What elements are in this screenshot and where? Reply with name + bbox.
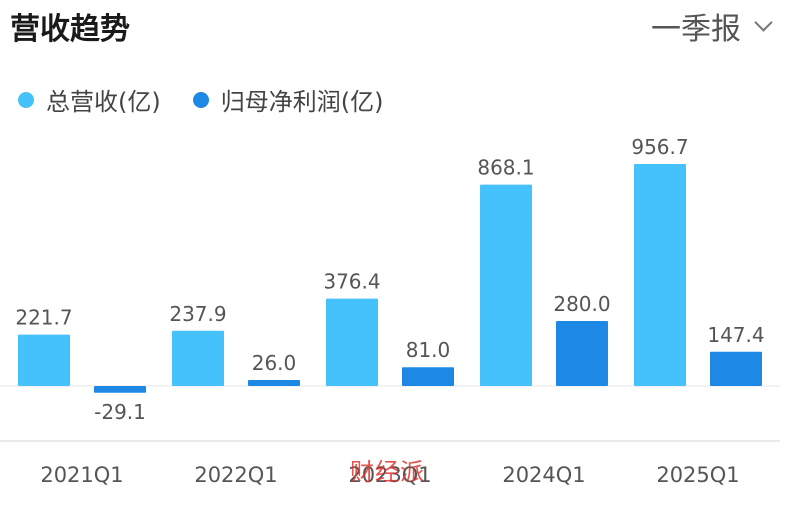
x-tick-label-2024Q1: 2024Q1 [502, 463, 585, 487]
legend-item-profit: 归母净利润(亿) [192, 82, 384, 117]
legend-label-revenue: 总营收(亿) [46, 88, 161, 116]
legend-dot-revenue [18, 91, 34, 108]
x-tick-label-2022Q1: 2022Q1 [194, 463, 277, 487]
legend: 总营收(亿) 归母净利润(亿) [18, 82, 415, 117]
x-tick-label-2025Q1: 2025Q1 [656, 463, 739, 487]
legend-item-revenue: 总营收(亿) [18, 82, 161, 117]
data-label-profit-2024Q1: 280.0 [553, 292, 610, 316]
legend-dot-profit [192, 91, 209, 108]
data-label-profit-2023Q1: 81.0 [406, 338, 451, 362]
data-label-revenue-2022Q1: 237.9 [169, 302, 226, 326]
chart-title: 营收趋势 [10, 12, 130, 47]
bar-profit-2023Q1 [402, 367, 454, 386]
bar-profit-2021Q1 [94, 386, 146, 393]
period-dropdown[interactable]: 一季报 [651, 4, 773, 48]
legend-label-profit: 归母净利润(亿) [220, 88, 384, 116]
x-tick-label-2023Q1: 2023Q1 [348, 463, 431, 487]
bar-revenue-2024Q1 [480, 184, 532, 386]
bar-revenue-2021Q1 [18, 334, 70, 386]
period-label: 一季报 [651, 12, 741, 47]
bar-profit-2024Q1 [556, 321, 608, 386]
data-label-revenue-2021Q1: 221.7 [15, 306, 72, 330]
bar-profit-2025Q1 [710, 351, 762, 386]
data-label-revenue-2023Q1: 376.4 [323, 270, 380, 294]
bar-revenue-2025Q1 [634, 164, 686, 386]
data-label-revenue-2024Q1: 868.1 [477, 156, 534, 180]
bar-revenue-2022Q1 [172, 330, 224, 386]
data-label-profit-2022Q1: 26.0 [252, 351, 297, 375]
data-label-revenue-2025Q1: 956.7 [631, 135, 688, 159]
bar-revenue-2023Q1 [326, 298, 378, 386]
bar-profit-2022Q1 [248, 379, 300, 386]
x-tick-label-2021Q1: 2021Q1 [40, 463, 123, 487]
watermark-logo: 财经派 [350, 458, 425, 486]
data-label-profit-2021Q1: -29.1 [94, 400, 146, 424]
data-label-profit-2025Q1: 147.4 [707, 323, 764, 347]
